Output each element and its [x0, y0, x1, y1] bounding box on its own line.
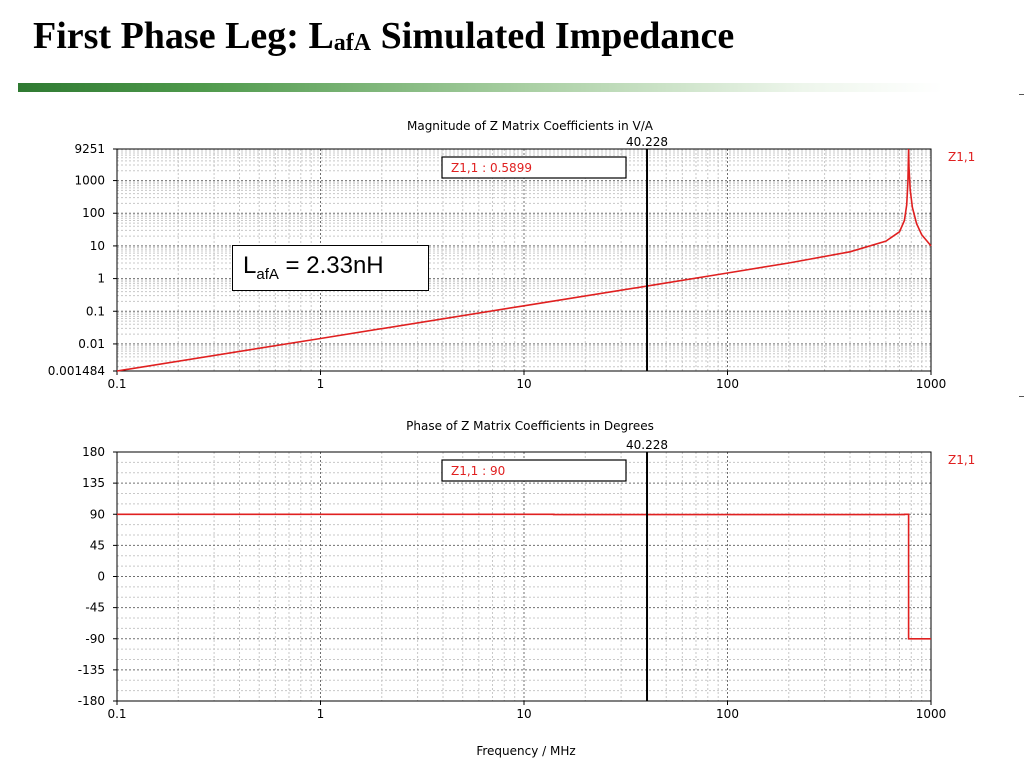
marker-value-label: 40.228: [626, 438, 668, 452]
x-tick-label: 0.1: [107, 377, 126, 391]
x-axis-label: Frequency / MHz: [476, 744, 575, 758]
y-tick-label: 1000: [74, 174, 105, 188]
callout-subscript: afA: [256, 265, 279, 283]
inductance-callout: LafA = 2.33nH: [232, 245, 429, 291]
x-tick-label: 0.1: [107, 707, 126, 721]
x-tick-label: 1000: [916, 707, 947, 721]
marker-readout-box: [441, 459, 627, 482]
y-tick-label: 10: [90, 239, 105, 253]
series-line: [117, 513, 931, 640]
x-tick-label: 1000: [916, 377, 947, 391]
y-tick-label: 0: [97, 570, 105, 584]
marker-readout-text: Z1,1 : 90: [451, 464, 505, 478]
y-tick-label: -135: [78, 663, 105, 677]
y-tick-label: 0.001484: [48, 364, 105, 378]
x-tick-label: 10: [516, 707, 531, 721]
x-tick-label: 10: [516, 377, 531, 391]
slide-title: First Phase Leg: LafA Simulated Impedanc…: [33, 14, 734, 58]
slide-title-subscript: afA: [333, 30, 372, 56]
y-tick-label: 180: [82, 445, 105, 459]
legend-label: Z1,1: [948, 453, 975, 467]
chart-title: Phase of Z Matrix Coefficients in Degree…: [406, 419, 654, 433]
y-tick-label: 90: [90, 507, 105, 521]
y-tick-label: -45: [85, 601, 105, 615]
x-tick-label: 100: [716, 707, 739, 721]
callout-rest: = 2.33nH: [278, 252, 384, 279]
y-tick-label: 135: [82, 476, 105, 490]
slide-title-main: First Phase Leg: L: [33, 15, 334, 57]
x-tick-label: 1: [317, 707, 325, 721]
plot-frame: [116, 451, 932, 702]
chart-title: Magnitude of Z Matrix Coefficients in V/…: [407, 119, 654, 133]
x-tick-label: 1: [317, 377, 325, 391]
y-tick-label: -180: [78, 694, 105, 708]
x-tick-label: 100: [716, 377, 739, 391]
y-tick-label: 0.01: [78, 337, 105, 351]
marker-readout-text: Z1,1 : 0.5899: [451, 161, 532, 175]
legend-label: Z1,1: [948, 150, 975, 164]
callout-main: L: [243, 252, 257, 279]
edge-tick-mark: [1019, 396, 1024, 397]
marker-value-label: 40.228: [626, 135, 668, 149]
y-tick-label: 45: [90, 538, 105, 552]
y-tick-label: 1: [97, 272, 105, 286]
y-tick-label: 9251: [74, 142, 105, 156]
marker-readout-box: [441, 156, 627, 179]
y-tick-label: -90: [85, 632, 105, 646]
title-underline-bar: [18, 83, 943, 92]
y-tick-label: 100: [82, 206, 105, 220]
slide-title-rest: Simulated Impedance: [371, 15, 735, 57]
edge-tick-mark: [1019, 94, 1024, 95]
plot-frame: [116, 148, 932, 372]
y-tick-label: 0.1: [86, 304, 105, 318]
